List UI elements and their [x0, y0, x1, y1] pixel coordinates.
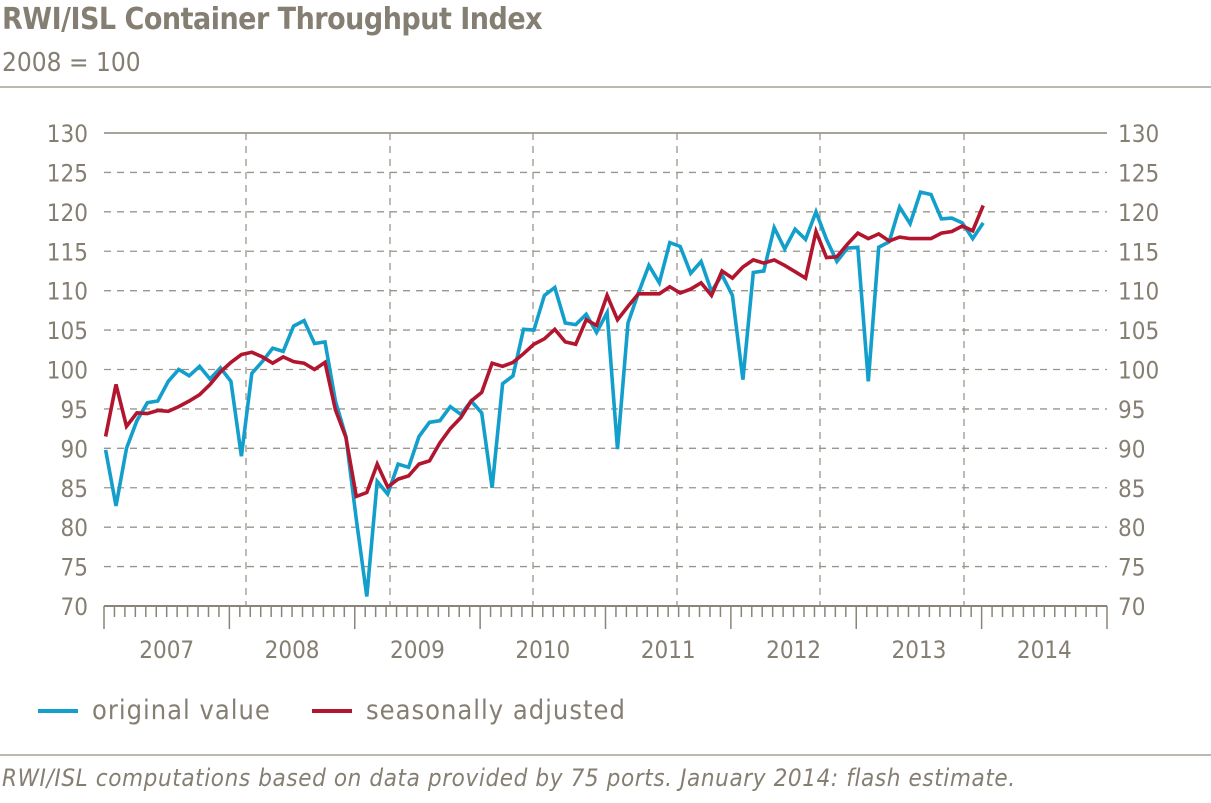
y-tick-label-left: 120: [47, 199, 88, 227]
chart-title: RWI/ISL Container Throughput Index: [2, 2, 543, 37]
x-tick-label: 2009: [390, 636, 445, 664]
y-tick-label-right: 130: [1118, 120, 1159, 148]
legend-item-seasonal: seasonally adjusted: [312, 695, 626, 726]
footer-divider: [0, 754, 1211, 756]
x-tick-label: 2014: [1017, 636, 1072, 664]
y-tick-label-left: 100: [47, 357, 88, 385]
y-tick-label-left: 110: [47, 278, 88, 306]
y-tick-label-left: 80: [61, 514, 88, 542]
x-tick-label: 2011: [641, 636, 696, 664]
y-tick-label-right: 120: [1118, 199, 1159, 227]
series-line-original-value: [103, 189, 985, 597]
y-tick-label-left: 125: [47, 159, 88, 187]
legend: original value seasonally adjusted: [0, 695, 1211, 735]
y-tick-label-left: 95: [61, 396, 88, 424]
y-tick-label-right: 75: [1118, 554, 1145, 582]
y-tick-label-left: 75: [61, 554, 88, 582]
y-tick-label-left: 70: [61, 593, 88, 621]
y-tick-label-right: 95: [1118, 396, 1145, 424]
line-chart: 70 70 75 75 80 80 85 85 90 90 95 95 100 100 105 105 110 1…: [47, 120, 1159, 664]
y-tick-label-right: 115: [1118, 238, 1159, 266]
legend-item-original: original value: [38, 695, 271, 726]
y-tick-label-left: 115: [47, 238, 88, 266]
y-tick-label-right: 70: [1118, 593, 1145, 621]
y-tick-label-left: 130: [47, 120, 88, 148]
x-tick-label: 2013: [891, 636, 946, 664]
y-tick-label-left: 105: [47, 317, 88, 345]
legend-swatch-original: [38, 708, 78, 713]
y-tick-label-left: 90: [61, 435, 88, 463]
x-tick-label: 2012: [766, 636, 821, 664]
legend-swatch-seasonal: [312, 708, 352, 713]
y-tick-label-right: 105: [1118, 317, 1159, 345]
x-tick-label: 2008: [265, 636, 320, 664]
legend-label-original: original value: [92, 695, 271, 726]
series-line-seasonally-adjusted: [103, 204, 985, 499]
y-tick-label-right: 100: [1118, 357, 1159, 385]
x-tick-label: 2007: [139, 636, 194, 664]
x-tick-label: 2010: [515, 636, 570, 664]
header-divider: [0, 86, 1211, 88]
y-tick-label-right: 125: [1118, 159, 1159, 187]
y-tick-label-right: 80: [1118, 514, 1145, 542]
source-note: RWI/ISL computations based on data provi…: [2, 764, 1016, 792]
y-tick-label-left: 85: [61, 475, 88, 503]
chart-subtitle: 2008 = 100: [2, 48, 141, 78]
legend-label-seasonal: seasonally adjusted: [366, 695, 626, 726]
y-tick-label-right: 90: [1118, 435, 1145, 463]
y-tick-label-right: 110: [1118, 278, 1159, 306]
y-tick-label-right: 85: [1118, 475, 1145, 503]
